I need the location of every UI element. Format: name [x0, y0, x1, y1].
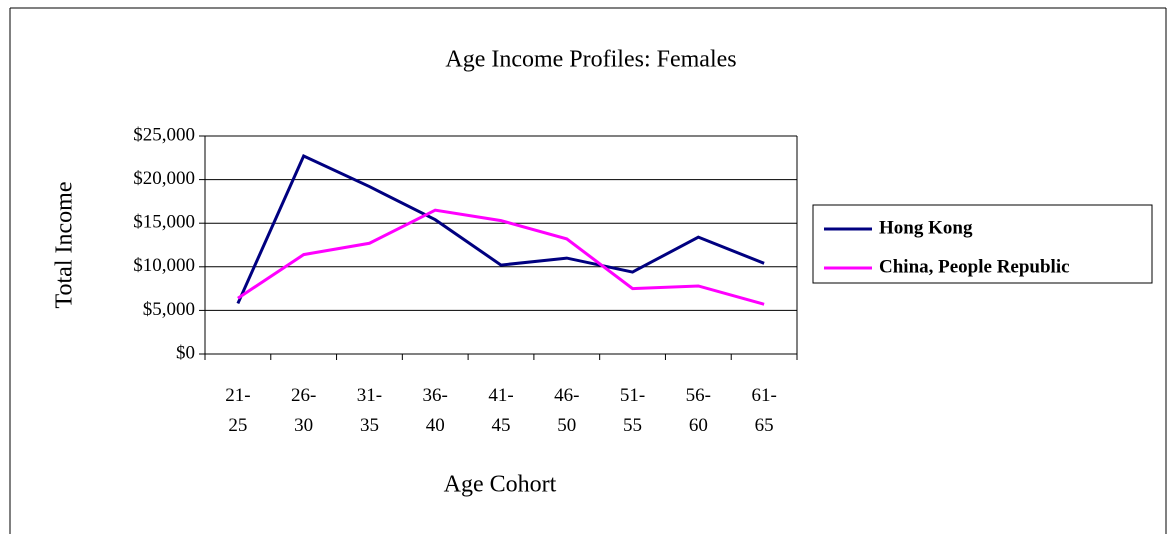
x-tick-label: 46-50 — [554, 385, 580, 436]
series-line — [237, 208, 765, 306]
x-tick-label: 41-45 — [488, 385, 514, 436]
legend-label: Hong Kong — [879, 217, 973, 238]
y-tick-label: $25,000 — [133, 124, 195, 145]
y-axis-label: Total Income — [52, 182, 78, 309]
x-tick-label: 36-40 — [422, 385, 448, 436]
chart-title: Age Income Profiles: Females — [445, 47, 736, 73]
y-tick-label: $5,000 — [143, 299, 195, 320]
series-line — [236, 154, 765, 305]
x-tick-label: 31-35 — [356, 385, 383, 436]
y-tick-label: $20,000 — [133, 168, 195, 189]
x-tick-label: 21-25 — [225, 385, 251, 436]
x-axis-label: Age Cohort — [444, 472, 557, 498]
legend-label: China, People Republic — [879, 256, 1070, 277]
x-tick-label: 61-65 — [751, 385, 777, 436]
x-tick-label: 51-55 — [619, 385, 646, 436]
x-tick-label: 56-60 — [685, 385, 711, 436]
y-tick-label: $10,000 — [133, 255, 195, 276]
y-tick-label: $0 — [176, 342, 195, 363]
legend-box — [812, 204, 1153, 284]
y-tick-label: $15,000 — [133, 212, 195, 233]
x-tick-label: 26-30 — [290, 385, 317, 436]
